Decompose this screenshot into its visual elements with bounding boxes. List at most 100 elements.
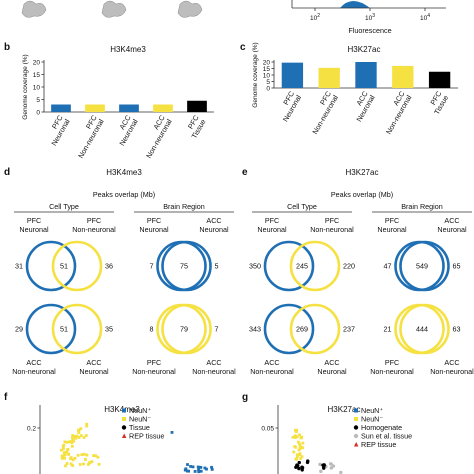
scatter-point xyxy=(77,431,81,435)
panel-letter: g xyxy=(242,392,248,403)
y-tick-label: 15 xyxy=(33,72,41,79)
scatter-point xyxy=(65,462,69,465)
venn-set-label: ACC xyxy=(86,358,101,367)
scatter-point xyxy=(82,462,85,466)
scatter-point xyxy=(59,448,63,452)
legend-swatch xyxy=(122,433,127,438)
legend-label: REP tissue xyxy=(361,440,396,449)
x-tick-label: PFCNon-neuronal xyxy=(69,113,106,160)
scatter-point xyxy=(94,454,98,458)
scatter-point xyxy=(65,440,69,444)
panel-e-venn-diagrams: e H3K27ac Peaks overlap (Mb) Cell Type Brain… xyxy=(242,167,474,376)
scatter-point xyxy=(68,440,72,444)
venn-set-label: PFC xyxy=(147,216,161,225)
bar xyxy=(355,62,377,88)
panel-b-bar-chart: b H3K4me3 0 5 10 15 20 Genome coverage (%) PFCNe… xyxy=(4,42,214,160)
venn-set-label: Neuronal xyxy=(139,225,169,234)
fluorescence-tick-label: 102 xyxy=(310,13,320,22)
legend-swatch xyxy=(353,433,359,439)
scatter-point xyxy=(74,436,78,440)
scatter-point xyxy=(297,466,301,471)
venn-circle-right xyxy=(289,240,341,292)
bar xyxy=(318,67,340,88)
scatter-point xyxy=(298,442,301,446)
venn-left-value: 350 xyxy=(249,262,261,271)
scatter-point xyxy=(300,446,304,449)
legend-swatch xyxy=(354,417,358,421)
scatter-point xyxy=(84,434,88,437)
y-axis-label: Genome coverage (%) xyxy=(252,42,259,107)
group-label: Brain Region xyxy=(401,202,443,211)
scatter-point xyxy=(298,433,301,437)
venn-overlap-value: 51 xyxy=(60,262,68,271)
scatter-point xyxy=(85,424,89,428)
legend-swatch xyxy=(354,408,358,413)
bar xyxy=(153,104,173,112)
scatter-point xyxy=(196,465,200,469)
chart-title: H3K4me3 xyxy=(106,168,142,177)
x-tick-label: PFCTissue xyxy=(425,90,450,117)
scatter-point xyxy=(79,427,83,431)
venn-left-value: 29 xyxy=(15,325,23,334)
venn-left-value: 47 xyxy=(384,262,392,271)
scatter-point xyxy=(71,438,75,442)
venn-circle-right xyxy=(51,240,103,292)
y-tick-label: 5 xyxy=(36,97,40,104)
venn-right-value: 35 xyxy=(105,325,113,334)
scatter-point xyxy=(189,465,192,468)
venn-set-label: Non-neuronal xyxy=(370,367,414,376)
scatter-point xyxy=(199,469,203,473)
y-tick-label: 20 xyxy=(263,59,271,66)
y-tick-label: 0 xyxy=(36,109,40,116)
scatter-point xyxy=(300,465,305,470)
venn-circle-left xyxy=(263,303,315,355)
bar xyxy=(85,104,105,112)
scatter-point xyxy=(65,450,69,454)
venn-set-label: Non-neuronal xyxy=(310,225,354,234)
bar xyxy=(187,100,207,112)
scatter-point xyxy=(97,462,101,466)
venn-set-label: Non-neuronal xyxy=(132,367,176,376)
scatter-point xyxy=(80,453,84,457)
scatter-point xyxy=(75,434,79,438)
legend-label: NeuN⁻ xyxy=(361,415,383,424)
x-tick-label: PFCNon-neuronal xyxy=(303,89,340,136)
venn-overlap-value: 79 xyxy=(180,325,188,334)
scatter-point xyxy=(82,436,86,439)
chart-title: H3K27ac xyxy=(348,45,381,54)
venn-set-label: Neuronal xyxy=(317,367,347,376)
scatter-point xyxy=(295,453,299,457)
legend-label: REP tissue xyxy=(129,432,164,441)
scatter-point xyxy=(299,457,303,461)
venn-right-value: 220 xyxy=(343,262,355,271)
venn-set-label: Non-neuronal xyxy=(12,367,56,376)
scatter-point xyxy=(295,455,299,459)
legend-label: Sun et al. tissue xyxy=(361,432,412,441)
venn-set-label: Neuronal xyxy=(377,225,407,234)
x-tick-label: ACCNeuronal xyxy=(110,113,140,147)
scatter-point xyxy=(87,463,90,466)
scatter-point xyxy=(71,464,75,467)
group-label: Brain Region xyxy=(163,202,205,211)
scatter-point xyxy=(300,455,304,459)
venn-set-label: PFC xyxy=(147,358,161,367)
venn-overlap-value: 245 xyxy=(296,262,308,271)
scatter-point xyxy=(90,460,94,464)
scatter-point xyxy=(76,453,80,457)
scatter-point xyxy=(291,435,295,439)
legend-swatch xyxy=(353,425,359,430)
venn-set-label: PFC xyxy=(385,358,399,367)
scatter-point xyxy=(84,458,87,462)
scatter-point xyxy=(186,463,189,466)
scatter-point xyxy=(199,465,203,469)
venn-circle-left xyxy=(263,240,315,292)
scatter-point xyxy=(71,435,75,439)
x-tick-label: PFCNeuronal xyxy=(42,113,72,147)
venn-left-value: 8 xyxy=(150,325,154,334)
scatter-point xyxy=(331,464,336,468)
venn-overlap-value: 269 xyxy=(296,325,308,334)
bar xyxy=(281,62,304,88)
x-tick-label: ACCNon-neuronal xyxy=(377,89,414,136)
scatter-point xyxy=(69,462,73,466)
venn-set-label: ACC xyxy=(206,216,221,225)
